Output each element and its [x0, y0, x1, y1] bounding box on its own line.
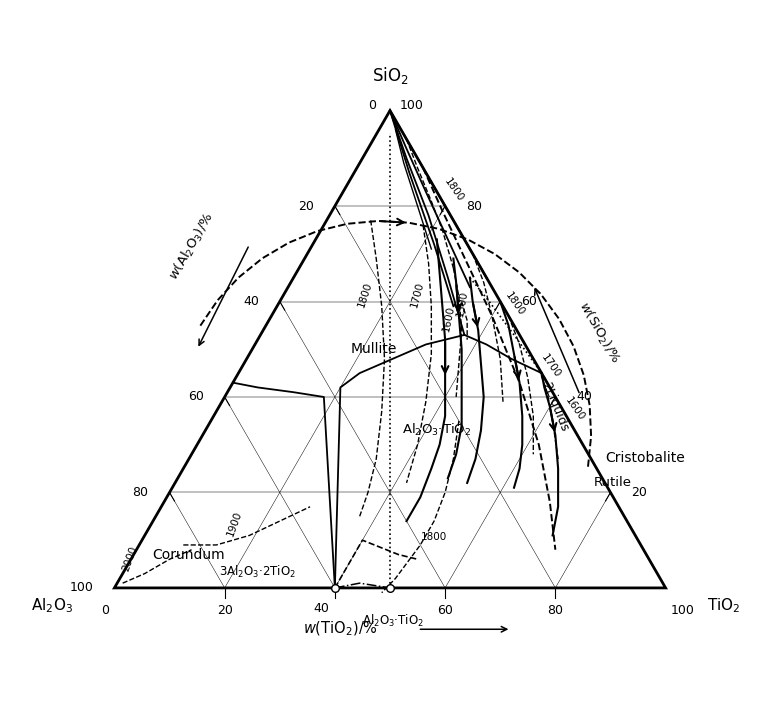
Text: 1800: 1800 — [421, 532, 447, 542]
Text: 20: 20 — [217, 605, 232, 617]
Text: 1800: 1800 — [503, 291, 526, 318]
Text: 60: 60 — [188, 391, 204, 403]
Text: 40: 40 — [243, 295, 259, 308]
Text: 40: 40 — [576, 391, 592, 403]
Text: 100: 100 — [400, 99, 424, 111]
Text: Corundum: Corundum — [153, 548, 225, 562]
Text: 1600: 1600 — [441, 304, 456, 332]
Text: 0: 0 — [368, 99, 376, 111]
Text: 1600: 1600 — [564, 396, 587, 423]
Text: $w$(Al$_2$O$_3$)/%: $w$(Al$_2$O$_3$)/% — [165, 210, 218, 283]
Text: 1500: 1500 — [455, 289, 469, 317]
Text: 2Liquids: 2Liquids — [539, 380, 570, 433]
Text: Mullite: Mullite — [350, 342, 397, 356]
Text: 100: 100 — [69, 582, 94, 594]
Text: 0: 0 — [101, 605, 109, 617]
Text: 80: 80 — [466, 199, 482, 213]
Text: 80: 80 — [548, 605, 563, 617]
Text: 1800: 1800 — [442, 176, 466, 203]
Text: 2000: 2000 — [121, 545, 139, 573]
Text: 40: 40 — [314, 602, 329, 615]
Text: 1700: 1700 — [410, 280, 426, 308]
Text: 80: 80 — [133, 486, 148, 499]
Text: Al$_2$O$_3$·TiO$_2$: Al$_2$O$_3$·TiO$_2$ — [362, 612, 424, 629]
Text: 100: 100 — [671, 605, 695, 617]
Text: 20: 20 — [298, 199, 314, 213]
Text: 1700: 1700 — [539, 353, 562, 380]
Text: SiO$_2$: SiO$_2$ — [371, 65, 409, 86]
Text: 3Al$_2$O$_3$·2TiO$_2$: 3Al$_2$O$_3$·2TiO$_2$ — [219, 563, 296, 579]
Text: $w$(TiO$_2$)/%: $w$(TiO$_2$)/% — [303, 620, 379, 639]
Text: 1900: 1900 — [225, 509, 244, 537]
Text: TiO$_2$: TiO$_2$ — [707, 596, 740, 615]
Text: Al$_2$O$_3$: Al$_2$O$_3$ — [31, 596, 73, 615]
Text: 60: 60 — [521, 295, 537, 308]
Text: 20: 20 — [632, 486, 647, 499]
Text: Cristobalite: Cristobalite — [605, 451, 685, 465]
Text: 60: 60 — [437, 605, 453, 617]
Text: Rutile: Rutile — [594, 477, 632, 489]
Text: $w$(SiO$_2$)/%: $w$(SiO$_2$)/% — [576, 299, 623, 366]
Text: Al$_2$O$_3$·TiO$_2$: Al$_2$O$_3$·TiO$_2$ — [402, 422, 472, 439]
Text: 1800: 1800 — [356, 280, 374, 308]
